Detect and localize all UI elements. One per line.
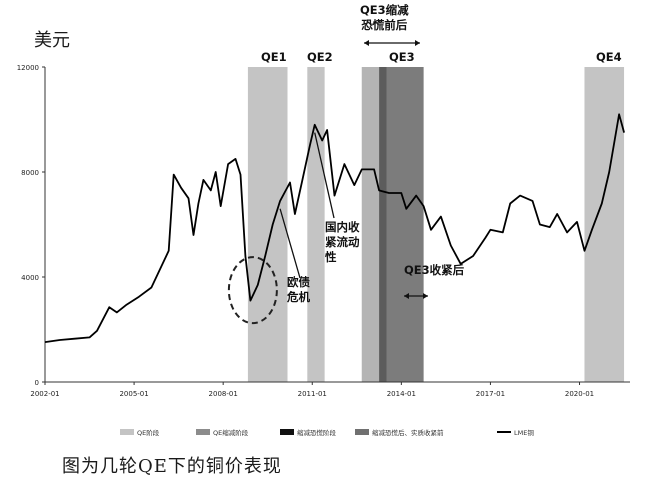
- tightening-pointer: [314, 132, 335, 219]
- chart-annotation-shapes: [227, 40, 428, 325]
- annotation-domestic-liquidity-tightening: 国内收 紧流动 性: [325, 220, 360, 264]
- x-tick-label-0: 2002-01: [30, 390, 59, 398]
- x-tick-label-6: 2020-01: [565, 390, 594, 398]
- euro-debt-dashed-circle: [227, 256, 278, 325]
- chart-axes: [44, 67, 630, 383]
- x-tick-label-2: 2008-01: [209, 390, 238, 398]
- y-tick-label-0: 0: [35, 379, 39, 387]
- shaded-period-5: [584, 67, 625, 382]
- y-tick-label-2: 8000: [21, 169, 39, 177]
- x-tick-label-1: 2005-01: [119, 390, 148, 398]
- annotation-euro-debt-crisis: 欧债 危机: [287, 275, 310, 304]
- qe-label-1: QE1: [260, 50, 288, 64]
- top-arrowhead-right: [415, 40, 420, 46]
- chart-legend: QE阶段 QE缩减阶段 缩减恐慌阶段 缩减恐慌后、实质收紧前 LME铜: [120, 428, 534, 437]
- legend-swatch-2: [280, 429, 294, 435]
- y-tick-label-1: 4000: [21, 274, 39, 282]
- legend-label-2: 缩减恐慌阶段: [297, 428, 337, 437]
- euro-debt-pointer: [279, 208, 301, 279]
- legend-swatch-0: [120, 429, 134, 435]
- qe-shaded-periods: [247, 67, 625, 382]
- y-tick-label-3: 12000: [17, 64, 39, 72]
- legend-swatch-3: [355, 429, 369, 435]
- qe3-after-arrowhead-right: [423, 293, 428, 299]
- x-tick-label-4: 2014-01: [387, 390, 416, 398]
- legend-swatch-1: [196, 429, 210, 435]
- series-line-0: [44, 113, 625, 343]
- shaded-period-1: [307, 67, 325, 382]
- top-arrowhead-left: [364, 40, 369, 46]
- annotation-after-qe3-tightening: QE3收紧后: [404, 263, 465, 277]
- qe-label-4: QE4: [595, 50, 623, 64]
- legend-label-4: LME铜: [514, 428, 534, 437]
- top-annotation-qe3-taper: QE3缩减 恐慌前后: [360, 3, 409, 32]
- shaded-period-4: [386, 67, 424, 382]
- x-tick-labels: 2002-01 2005-01 2008-01 2011-01 2014-01 2017-…: [30, 382, 594, 398]
- shaded-period-2: [361, 67, 380, 382]
- x-tick-label-5: 2017-01: [476, 390, 505, 398]
- qe-label-2: QE2: [306, 50, 334, 64]
- x-tick-label-3: 2011-01: [298, 390, 327, 398]
- y-tick-labels: 0 4000 8000 12000: [17, 64, 45, 387]
- shaded-period-0: [247, 67, 288, 382]
- lme-copper-series: [44, 113, 625, 343]
- unit-label: 美元: [34, 30, 70, 51]
- legend-label-0: QE阶段: [137, 428, 160, 437]
- legend-label-1: QE缩减阶段: [213, 428, 249, 437]
- qe-label-3: QE3: [388, 50, 416, 64]
- figure-caption: 图为几轮QE下的铜价表现: [62, 456, 282, 477]
- shaded-period-3: [379, 67, 387, 382]
- legend-label-3: 缩减恐慌后、实质收紧前: [372, 428, 444, 437]
- qe3-after-arrowhead-left: [404, 293, 409, 299]
